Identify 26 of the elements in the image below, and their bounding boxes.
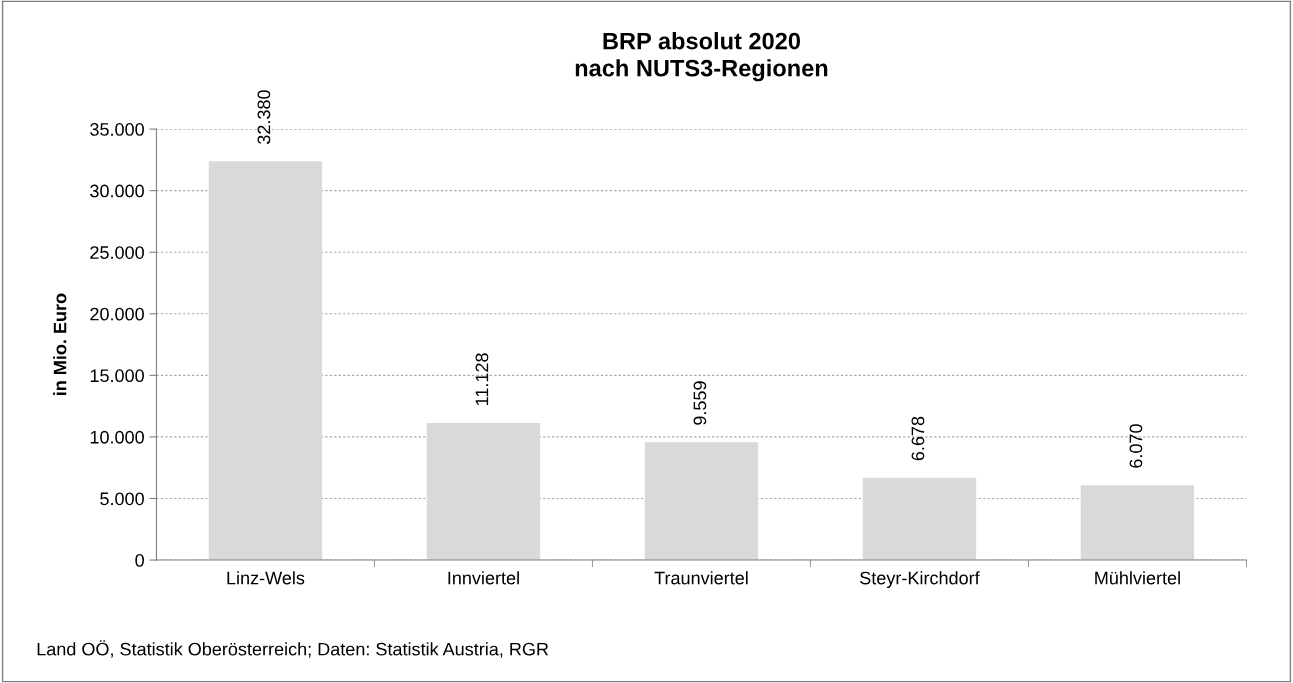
- text: Land OÖ, Statistik Oberösterreich; Daten: Statistik Austria, RGR: [37, 640, 549, 658]
- data-label: 32.380: [257, 90, 271, 144]
- x-tick-label: Innviertel: [448, 571, 519, 585]
- x-tick-label: Traunviertel: [654, 571, 748, 585]
- bar: [426, 423, 541, 561]
- x-tick-label: Mühlviertel: [1095, 571, 1180, 585]
- y-tick-label: 10.000: [90, 430, 144, 444]
- x-tick-label: Linz-Wels: [227, 571, 305, 585]
- y-tick-label: 35.000: [90, 123, 144, 136]
- data-label: 6.678: [911, 416, 925, 461]
- y-axis-title: in Mio. Euro: [53, 293, 67, 395]
- y-tick-label: 30.000: [90, 184, 144, 198]
- data-label: 9.559: [693, 381, 707, 425]
- bar: [644, 442, 759, 561]
- x-tick-label: Steyr-Kirchdorf: [860, 571, 980, 588]
- bar: [208, 161, 323, 561]
- bar: [862, 477, 977, 561]
- bar: [1080, 485, 1195, 561]
- data-label: 6.070: [1129, 424, 1143, 468]
- y-tick-label: 0: [135, 553, 144, 567]
- y-tick-label: 15.000: [90, 369, 144, 383]
- y-tick-label: 5.000: [100, 492, 144, 506]
- data-label: 11.128: [475, 353, 489, 405]
- y-tick-label: 20.000: [90, 307, 144, 321]
- chart-title: BRP absolut 2020 nach NUTS3-Regionen: [575, 32, 828, 82]
- y-tick-label: 25.000: [90, 246, 144, 259]
